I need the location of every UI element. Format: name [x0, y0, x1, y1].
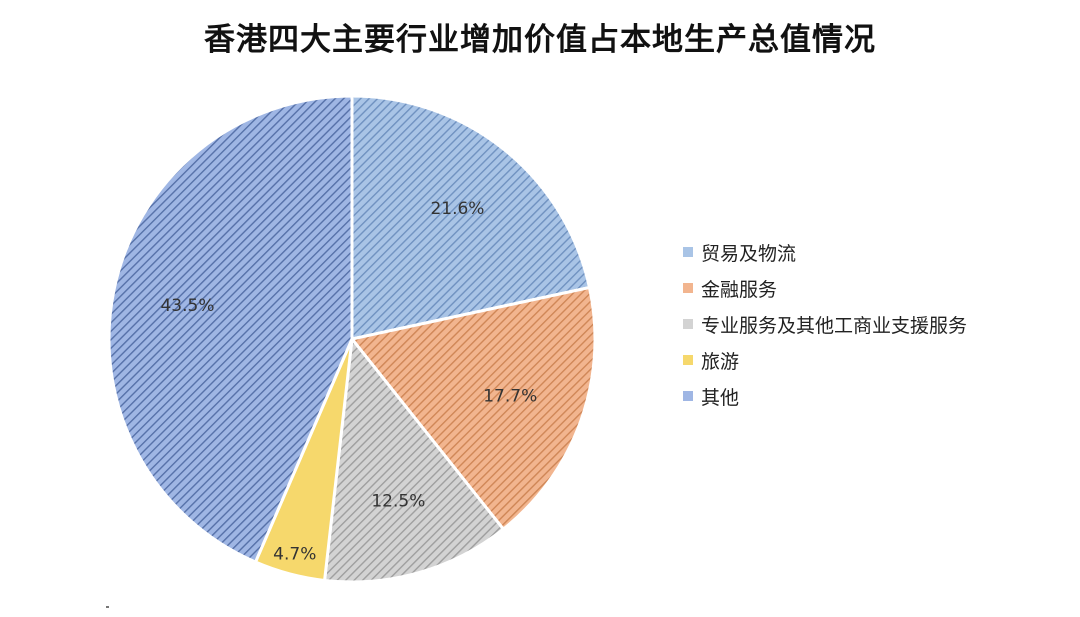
legend-item-financial-services: 金融服务 [683, 270, 967, 306]
legend-label-professional-services: 专业服务及其他工商业支援服务 [701, 314, 968, 337]
legend-item-professional-services: 专业服务及其他工商业支援服务 [683, 306, 967, 342]
legend-label-financial-services: 金融服务 [701, 278, 778, 301]
legend-item-trade-logistics: 贸易及物流 [683, 234, 967, 270]
decorative-dot [106, 606, 109, 608]
pie-slice-others [107, 94, 354, 564]
legend-label-others: 其他 [701, 386, 740, 409]
legend-label-tourism: 旅游 [701, 350, 740, 373]
value-label-tourism: 4.7% [273, 544, 316, 564]
legend-swatch-professional-services [683, 319, 693, 329]
legend-swatch-financial-services [683, 283, 693, 293]
chart-title: 香港四大主要行业增加价值占本地生产总值情况 [204, 22, 876, 58]
value-label-others: 43.5% [160, 296, 214, 316]
legend-item-others: 其他 [683, 378, 967, 414]
legend-label-trade-logistics: 贸易及物流 [701, 242, 797, 265]
legend-swatch-trade-logistics [683, 247, 693, 257]
pie-slice-financial-services [349, 285, 597, 532]
value-label-financial-services: 17.7% [483, 386, 537, 406]
legend-swatch-others [683, 391, 693, 401]
pie-slice-professional-services [322, 335, 506, 584]
pie-slice-trade-logistics [350, 94, 592, 341]
legend-item-tourism: 旅游 [683, 342, 967, 378]
chart-legend: 贸易及物流 金融服务 专业服务及其他工商业支援服务 旅游 其他 [683, 234, 967, 414]
value-label-professional-services: 12.5% [371, 491, 425, 511]
value-label-trade-logistics: 21.6% [430, 199, 484, 219]
legend-swatch-tourism [683, 355, 693, 365]
